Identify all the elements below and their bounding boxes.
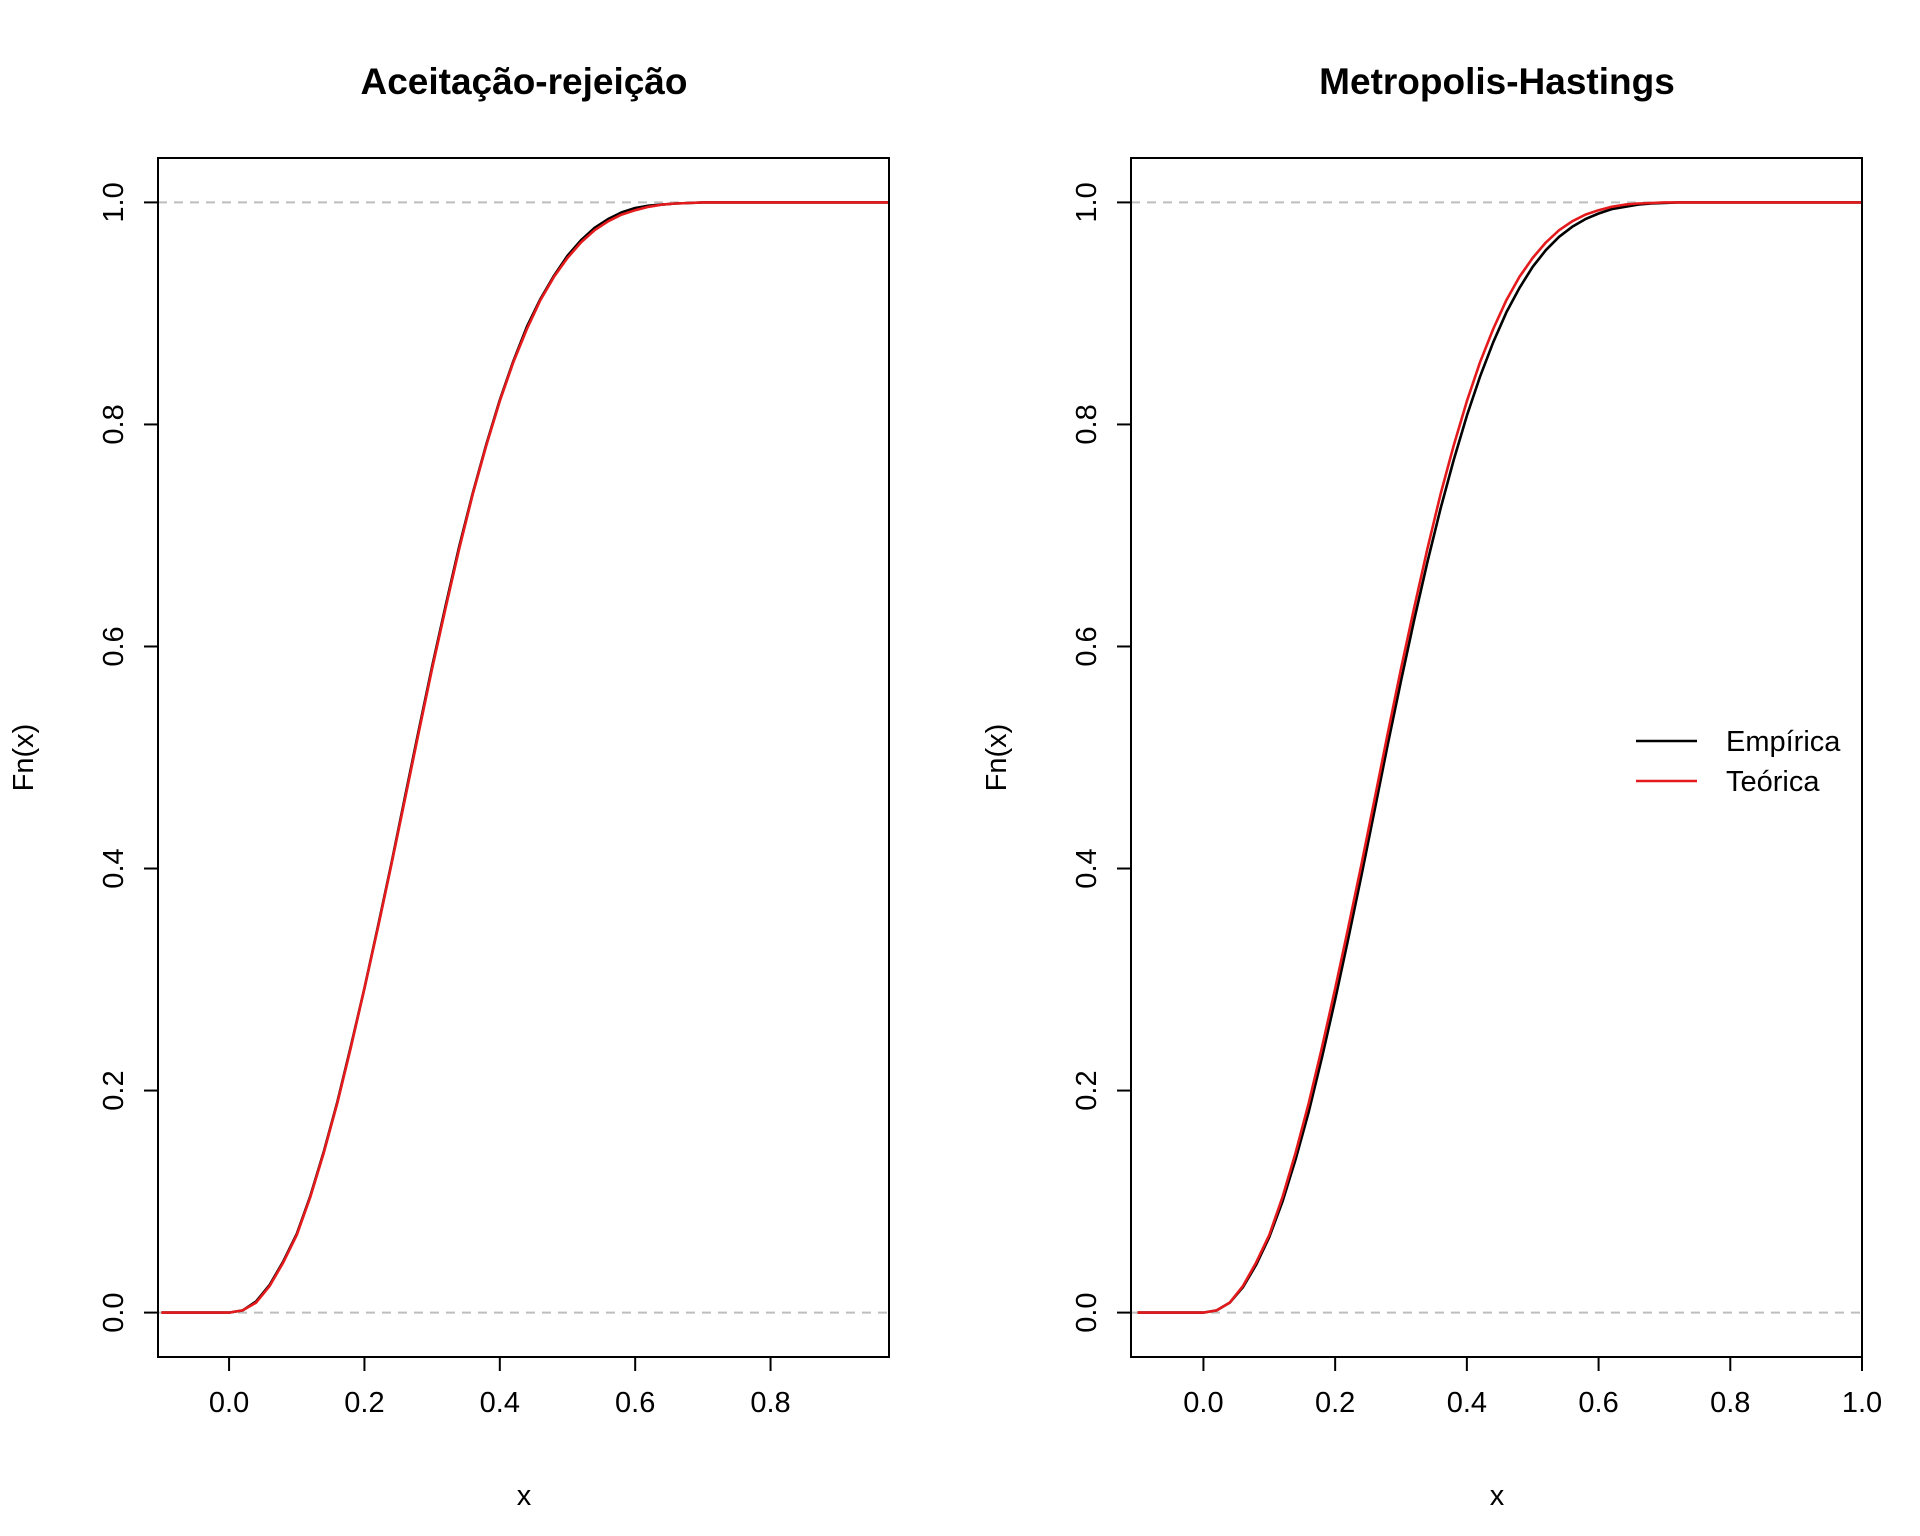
x-tick-label: 0.0: [1183, 1387, 1223, 1419]
y-tick-label: 1.0: [1071, 182, 1103, 222]
y-tick-label: 0.8: [1071, 404, 1103, 444]
x-tick-label: 1.0: [1842, 1387, 1882, 1419]
series-line-teorica: [161, 201, 889, 1314]
x-axis-label: x: [1490, 1480, 1505, 1512]
chart-panel-2: Metropolis-Hastings 0.0 0.2 0.4 0.6 0.8 1.0 0.0…: [981, 61, 1882, 1512]
chart-title: Aceitação-rejeição: [360, 61, 687, 102]
x-axis-label: x: [517, 1480, 532, 1512]
legend-label: Teórica: [1726, 766, 1820, 798]
legend-label: Empírica: [1726, 726, 1841, 758]
y-tick-label: 0.4: [1071, 848, 1103, 888]
x-tick-label: 0.2: [1315, 1387, 1355, 1419]
y-axis-label: Fn(x): [981, 724, 1013, 792]
y-tick-label: 0.6: [98, 626, 130, 666]
y-tick-label: 0.2: [1071, 1070, 1103, 1110]
y-tick-label: 0.4: [98, 848, 130, 888]
y-tick-label: 0.2: [98, 1070, 130, 1110]
x-tick-label: 0.0: [209, 1387, 249, 1419]
y-tick-label: 1.0: [98, 182, 130, 222]
x-tick-label: 0.4: [480, 1387, 520, 1419]
y-tick-label: 0.8: [98, 404, 130, 444]
x-tick-label: 0.2: [344, 1387, 384, 1419]
legend: Empírica Teórica: [1636, 726, 1841, 798]
y-tick-label: 0.6: [1071, 626, 1103, 666]
series-line-teorica: [1137, 201, 1862, 1314]
x-tick-label: 0.8: [1710, 1387, 1750, 1419]
y-tick-label: 0.0: [98, 1292, 130, 1332]
chart-panel-1: Aceitação-rejeição 0.0 0.2 0.4 0.6 0.8 0.0 0.2 0…: [8, 61, 890, 1512]
y-tick-label: 0.0: [1071, 1292, 1103, 1332]
chart-title: Metropolis-Hastings: [1319, 61, 1675, 102]
x-tick-label: 0.6: [615, 1387, 655, 1419]
x-tick-label: 0.8: [750, 1387, 790, 1419]
y-axis-label: Fn(x): [8, 724, 40, 792]
x-tick-label: 0.4: [1447, 1387, 1487, 1419]
x-tick-label: 0.6: [1578, 1387, 1618, 1419]
